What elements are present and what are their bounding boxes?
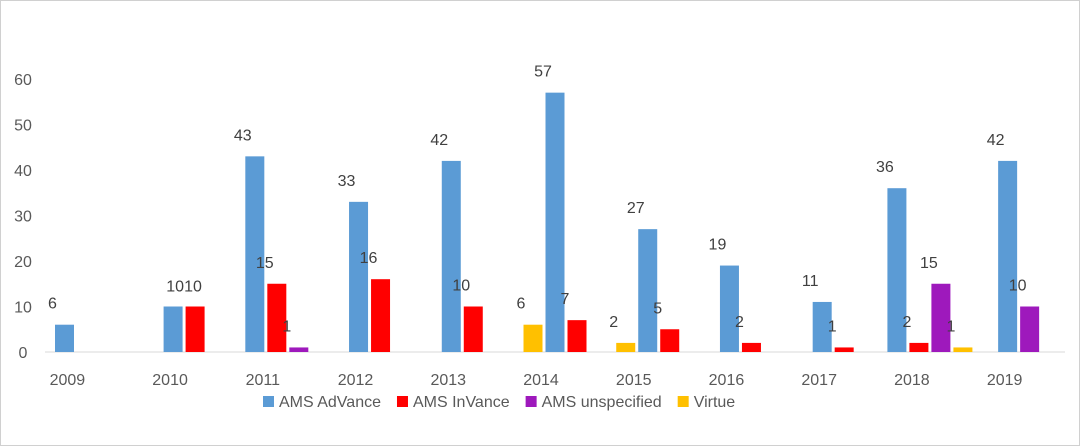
x-tick-label: 2015 [616,372,652,389]
data-label: 1 [946,318,955,335]
x-tick-label: 2017 [801,372,837,389]
bar-ams-invance-2014 [567,320,587,352]
bar-ams-advance-2016 [719,265,739,352]
data-label: 1010 [166,279,202,296]
bar-ams-unspecified-2011 [289,347,309,352]
data-label: 43 [234,127,252,144]
bar-virtue-2015 [616,342,636,352]
data-label: 19 [709,237,727,254]
bar-ams-invance-2011 [267,283,287,352]
x-tick-label: 2012 [338,372,374,389]
bar-ams-advance-2017 [812,301,832,352]
y-tick-label: 0 [19,345,28,362]
legend-label-virtue: Virtue [694,394,736,411]
legend-label-ams-unspecified: AMS unspecified [542,394,662,411]
data-label: 10 [452,278,470,295]
y-tick-label: 40 [14,163,32,180]
bar-ams-advance-2009 [55,324,74,352]
bar-ams-advance-2012 [349,201,369,352]
data-label: 6 [517,296,526,313]
x-tick-label: 2011 [246,372,281,389]
x-tick-label: 2014 [523,372,559,389]
data-label: 33 [338,173,356,190]
bar-ams-invance-2013 [463,306,483,352]
legend-swatch-virtue [677,396,689,407]
x-tick-label: 2010 [152,372,188,389]
data-label: 27 [627,200,645,217]
legend-swatch-ams-invance [396,396,408,407]
x-tick-label: 2013 [430,372,466,389]
data-label: 7 [561,291,570,308]
data-label: 42 [430,132,448,149]
legend-swatch-ams-unspecified [525,396,537,407]
data-label: 2 [902,314,911,331]
y-tick-label: 60 [14,72,32,89]
bar-ams-advance-2019 [998,160,1018,352]
data-label: 15 [920,255,938,272]
data-label: 36 [876,159,894,176]
x-tick-label: 2019 [987,372,1023,389]
bar-ams-advance-2010 [163,306,183,352]
bar-ams-advance-2014 [545,92,565,353]
x-tick-label: 2016 [709,372,745,389]
data-label: 5 [653,300,662,317]
bar-ams-advance-2015 [638,229,658,352]
x-tick-label: 2018 [894,372,930,389]
legend-label-ams-invance: AMS InVance [413,394,510,411]
data-label: 10 [1009,278,1027,295]
y-tick-label: 30 [14,209,32,226]
bar-ams-invance-2017 [834,347,854,352]
x-tick-label: 2009 [50,372,86,389]
data-label: 57 [534,64,552,81]
data-label: 42 [987,132,1005,149]
data-label: 16 [360,250,378,267]
legend-label-ams-advance: AMS AdVance [279,394,381,411]
data-label: 1 [282,318,291,335]
data-label: 11 [802,273,819,290]
y-tick-label: 50 [14,118,32,135]
bar-ams-invance-2016 [741,342,761,352]
data-label: 1 [828,318,837,335]
bar-ams-invance-2010 [185,306,205,352]
y-tick-label: 20 [14,254,32,271]
bar-ams-invance-2015 [660,329,680,352]
y-tick-label: 10 [14,300,32,317]
data-label: 2 [735,314,744,331]
data-label: 15 [256,255,274,272]
bar-ams-advance-2011 [245,156,265,352]
bar-ams-advance-2018 [887,188,907,352]
bar-ams-invance-2018 [909,342,929,352]
data-label: 6 [48,296,57,313]
bar-virtue-2014 [523,324,543,352]
bar-ams-advance-2013 [441,160,461,352]
bar-ams-unspecified-2019 [1020,306,1040,352]
bar-virtue-2018 [953,347,973,352]
bar-ams-unspecified-2018 [931,283,951,352]
data-label: 2 [609,314,618,331]
legend-swatch-ams-advance [263,396,274,407]
bar-ams-invance-2012 [371,279,391,352]
